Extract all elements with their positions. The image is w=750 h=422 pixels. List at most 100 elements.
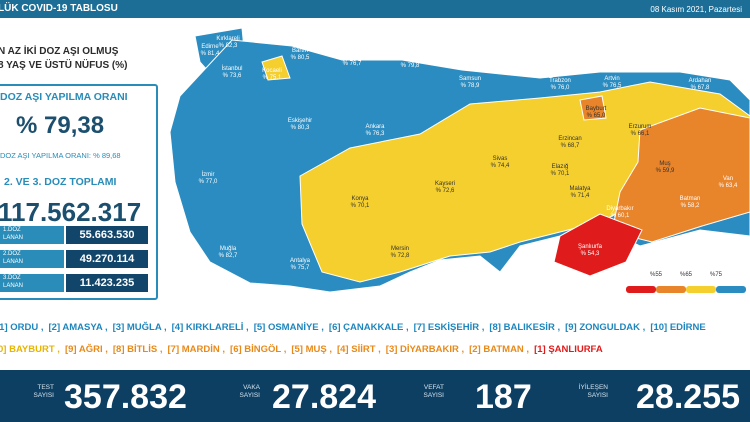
province-value: % 72,8: [391, 253, 410, 259]
stat-value: 187: [475, 378, 532, 416]
map-region: [579, 95, 607, 121]
province-value: % 80,5: [291, 55, 310, 61]
province-value: % 70,1: [351, 203, 370, 209]
rank-item: [5] MUŞ ,: [291, 344, 332, 355]
rank-item: [1] ORDU ,: [0, 322, 44, 333]
province-value: % 78,9: [461, 83, 480, 89]
rank-item: [3] DİYARBAKIR ,: [385, 344, 465, 355]
province-name: Muğla: [220, 246, 237, 252]
province-value: % 74,4: [491, 163, 510, 169]
province-value: % 72,6: [436, 188, 455, 194]
heading: N AZ İKİ DOZ AŞI OLMUŞ: [0, 46, 119, 57]
stats-bar: TEST SAYISI 357.832 VAKA SAYISI 27.824 VEFAT…: [0, 370, 750, 422]
province-name: Şanlıurfa: [578, 244, 603, 250]
dose-value: 49.270.114: [66, 250, 148, 268]
province-name: Batman: [680, 196, 701, 202]
province-value: % 76,7: [343, 61, 362, 67]
map-region: [553, 213, 643, 277]
legend-swatch: [716, 286, 746, 293]
rank-item: [2] AMASYA ,: [48, 322, 108, 333]
province-value: % 79,8: [401, 63, 420, 69]
stat-value: 357.832: [64, 378, 187, 416]
province-value: % 59,9: [656, 168, 675, 174]
dose-label: 2.DOZ LANAN: [0, 250, 64, 268]
rank-item: [6] BİNGÖL ,: [230, 344, 287, 355]
province-value: % 69,4: [461, 273, 480, 279]
province-value: % 60,1: [611, 213, 630, 219]
rank-item: [8] BİTLİS ,: [112, 344, 163, 355]
rank-item: [7] ESKİŞEHİR ,: [413, 322, 485, 333]
province-name: Trabzon: [549, 78, 571, 84]
province-value: % 76,5: [603, 83, 622, 89]
province-name: Erzincan: [558, 136, 581, 142]
province-value: % 66,1: [631, 131, 650, 137]
dose-value: 55.663.530: [66, 226, 148, 244]
rank-item: [4] KIRKLARELİ ,: [171, 322, 249, 333]
province-name: Erzurum: [629, 124, 652, 130]
worst-ranking: 0] BAYBURT , [9] AĞRI , [8] BİTLİS , [7] MA…: [0, 344, 608, 355]
rank-item: [9] AĞRI ,: [64, 344, 108, 355]
rank-item: [10] EDİRNE: [650, 322, 706, 333]
dose-sub: LANAN: [3, 259, 24, 265]
province-name: Van: [723, 176, 733, 182]
province-value: % 82,3: [219, 43, 238, 49]
province-value: % 63,4: [719, 183, 738, 189]
rank-item: [7] MARDİN ,: [167, 344, 226, 355]
province-value: % 65,0: [587, 113, 606, 119]
stat-label: VAKA SAYISI: [239, 384, 260, 399]
province-value: % 76,0: [551, 85, 570, 91]
province-value: % 70,1: [551, 171, 570, 177]
province-name: Kastamonu: [337, 54, 367, 60]
first-dose-rate: DOZ AŞI YAPILMA ORANI: % 89,68: [0, 151, 121, 160]
rank-item: [6] ÇANAKKALE ,: [328, 322, 409, 333]
dose-name: 1.DOZ: [3, 227, 21, 233]
map-region: [611, 107, 750, 243]
province-labels: Edirne% 81,4 Kırklareli% 82,3 İstanbul% 73…: [199, 36, 738, 279]
province-value: % 54,3: [581, 251, 600, 257]
province-value: % 71,4: [571, 193, 590, 199]
province-name: Diyarbakır: [606, 206, 633, 212]
province-name: Kayseri: [435, 181, 455, 187]
rank-item: [8] BALIKESİR ,: [489, 322, 561, 333]
dose-sub: LANAN: [3, 235, 24, 241]
stat-value: 27.824: [272, 378, 376, 416]
map-region: [261, 55, 291, 81]
legend-label: %65: [680, 272, 693, 278]
stat-label: VEFAT SAYISI: [423, 384, 444, 399]
province-name: Ankara: [365, 124, 385, 130]
province-name: Eskişehir: [288, 118, 312, 124]
map: %55 %65 %75 Edirne% 81,4 Kırklareli% 82,3 İs…: [169, 27, 750, 293]
province-name: Hatay: [462, 266, 478, 272]
top-bar: LÜK COVID-19 TABLOSU 08 Kasım 2021, Paza…: [0, 0, 750, 18]
province-value: % 76,3: [366, 131, 385, 137]
date: 08 Kasım 2021, Pazartesi: [650, 5, 742, 14]
rank-item: [4] SİİRT ,: [336, 344, 381, 355]
province-name: Elazığ: [552, 164, 569, 170]
province-value: % 75,1: [263, 75, 282, 81]
total-label: 2. VE 3. DOZ TOPLAMI: [4, 176, 117, 188]
stat-label: TEST SAYISI: [33, 384, 54, 399]
rank-item: [2] BATMAN ,: [469, 344, 530, 355]
province-name: Kırklareli: [216, 36, 239, 42]
province-value: % 67,8: [691, 85, 710, 91]
province-name: Bayburt: [586, 106, 607, 112]
rate-label: DOZ AŞI YAPILMA ORANI: [0, 91, 128, 103]
province-name: Sinop: [402, 56, 418, 62]
stat-label: İYİLEŞEN SAYISI: [578, 384, 608, 399]
province-value: % 68,7: [561, 143, 580, 149]
dose-label: 1.DOZ LANAN: [0, 226, 64, 244]
rank-item: [3] MUĞLA ,: [112, 322, 167, 333]
province-name: Mardin: [641, 246, 659, 252]
province-name: Kocaeli: [262, 68, 282, 74]
province-name: İzmir: [202, 171, 215, 178]
province-value: % 58,2: [681, 203, 700, 209]
total-value: 117.562.317: [0, 197, 142, 227]
province-value: % 81,4: [201, 51, 220, 57]
province-name: Antalya: [290, 258, 311, 264]
legend: %55 %65 %75: [626, 272, 746, 293]
province-name: İstanbul: [221, 65, 242, 72]
legend-swatch: [656, 286, 686, 293]
rank-item: 0] BAYBURT ,: [0, 344, 60, 355]
province-name: Konya: [351, 196, 369, 202]
